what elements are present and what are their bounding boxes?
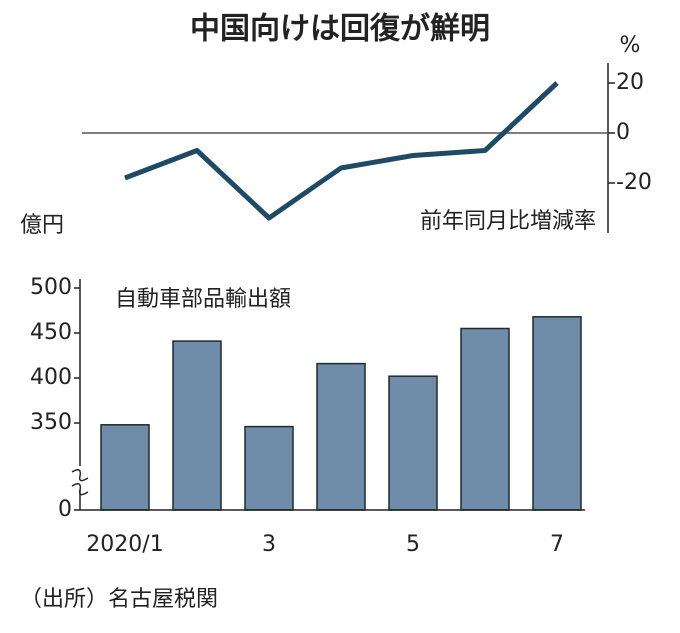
- y-unit: %: [620, 33, 641, 58]
- series-label: 前年同月比増減率: [420, 209, 596, 234]
- y-tick-label: 350: [30, 410, 72, 435]
- chart-title: 中国向けは回復が鮮明: [190, 12, 490, 47]
- source-note: （出所）名古屋税関: [20, 587, 218, 612]
- x-tick-label: 5: [406, 532, 420, 557]
- y-tick-label: 0: [58, 497, 72, 522]
- y-tick-label: -20: [616, 170, 652, 195]
- bar: [100, 424, 150, 511]
- y-unit: 億円: [20, 213, 64, 238]
- x-tick-label: 3: [262, 532, 276, 557]
- bar: [388, 375, 438, 511]
- line-series: [124, 81, 559, 221]
- bar: [244, 425, 294, 511]
- axis-break: [71, 469, 89, 496]
- bar: [172, 340, 222, 511]
- bar: [460, 327, 510, 511]
- y-tick-label: 500: [30, 275, 72, 300]
- x-tick-label: 2020/1: [86, 532, 163, 557]
- y-tick-label: 20: [616, 70, 644, 95]
- x-tick-label: 7: [550, 532, 564, 557]
- y-tick-label: 0: [616, 120, 630, 145]
- series-label: 自動車部品輸出額: [115, 287, 291, 312]
- y-tick-label: 450: [30, 320, 72, 345]
- bar: [316, 362, 366, 511]
- bar: [532, 316, 582, 511]
- y-tick-label: 400: [30, 365, 72, 390]
